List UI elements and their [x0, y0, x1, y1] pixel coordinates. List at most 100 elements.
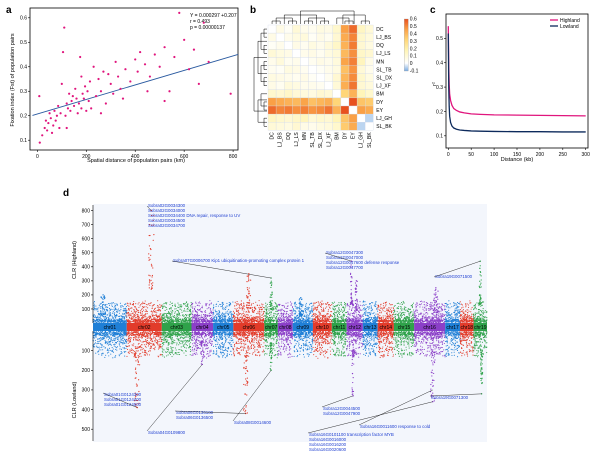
snp-point-highland: [221, 320, 223, 322]
snp-point-lowland: [139, 333, 141, 335]
heatmap-cell: [300, 73, 309, 82]
snp-point-lowland: [163, 334, 165, 336]
snp-point-lowland: [193, 336, 195, 338]
snp-point-lowland: [96, 345, 98, 347]
snp-point-lowland: [158, 338, 160, 340]
snp-point-highland: [154, 317, 156, 319]
data-point: [43, 126, 46, 130]
heatmap-cell: [324, 122, 333, 131]
snp-point-highland: [114, 312, 116, 314]
snp-point-highland: [138, 311, 140, 313]
snp-point-highland: [116, 320, 118, 322]
heatmap-cell: [316, 113, 325, 123]
snp-point-lowland: [119, 348, 121, 350]
snp-point-highland: [138, 306, 140, 308]
snp-point-highland: [197, 314, 199, 316]
heatmap-col-label: SL_TB: [310, 132, 316, 148]
data-point: [148, 75, 152, 78]
snp-point-highland: [93, 304, 95, 306]
snp-point-lowland: [220, 349, 222, 351]
snp-point-highland: [142, 309, 145, 311]
snp-point-lowland: [251, 332, 253, 335]
snp-point-highland: [125, 308, 127, 310]
snp-point-highland: [120, 305, 122, 307]
snp-point-lowland: [197, 343, 199, 345]
snp-point-lowland: [199, 343, 201, 346]
heatmap-cell: [275, 57, 285, 66]
snp-point-lowland: [132, 350, 134, 352]
snp-point-highland: [187, 306, 189, 308]
snp-point-highland: [230, 317, 232, 319]
panel-d-ylabel-bottom: CLR (Lowland): [72, 381, 78, 418]
snp-point-lowland: [123, 342, 125, 344]
snp-point-highland: [230, 311, 232, 313]
snp-point-highland: [239, 321, 241, 323]
snp-point-highland: [108, 310, 110, 312]
snp-point-lowland: [182, 337, 184, 339]
snp-point-highland: [203, 318, 205, 320]
snp-point-highland: [121, 305, 123, 307]
snp-point-highland: [250, 318, 253, 320]
data-point: [41, 134, 44, 137]
snp-point-lowland: [217, 355, 219, 357]
snp-point-lowland: [222, 356, 224, 358]
snp-point-lowland: [174, 334, 177, 336]
heatmap-cell: [332, 32, 342, 42]
snp-point-lowland: [163, 337, 165, 339]
snp-point-highland: [260, 311, 262, 313]
snp-point-highland: [209, 311, 211, 313]
snp-point-lowland: [260, 339, 262, 342]
snp-point-highland: [211, 312, 213, 314]
snp-point-lowland: [191, 350, 193, 352]
data-point: [65, 126, 68, 130]
snp-point-highland: [243, 315, 245, 317]
data-point: [173, 55, 176, 59]
snp-point-lowland: [201, 355, 203, 357]
snp-point-highland: [181, 311, 183, 313]
heatmap-cell: [340, 32, 350, 42]
snp-point-lowland: [240, 340, 242, 342]
snp-point-lowland: [168, 335, 170, 337]
snp-point-lowland: [223, 349, 225, 351]
snp-point-lowland: [137, 337, 139, 339]
snp-point-lowland: [163, 356, 165, 358]
snp-point-lowland: [224, 337, 227, 339]
snp-point-lowland: [154, 336, 156, 338]
snp-point-lowland: [154, 341, 156, 343]
snp-point-lowland: [114, 339, 116, 341]
snp-point-lowland: [227, 341, 229, 343]
snp-point-highland: [189, 305, 191, 307]
snp-point-highland: [247, 310, 249, 312]
heatmap-row-label: DC: [376, 27, 384, 33]
snp-point-lowland: [93, 336, 95, 338]
snp-point-lowland: [115, 347, 118, 349]
snp-point-highland: [137, 319, 139, 321]
snp-point-highland: [259, 318, 261, 320]
snp-point-lowland: [110, 339, 112, 341]
heatmap-cell: [365, 113, 374, 123]
snp-point-lowland: [135, 334, 137, 336]
heatmap-cell: [300, 81, 309, 90]
snp-point-lowland: [195, 344, 197, 346]
snp-point-highland: [191, 303, 193, 305]
snp-point-lowland: [245, 350, 247, 352]
snp-point-highland: [125, 306, 127, 308]
snp-point-lowland: [245, 338, 248, 340]
snp-point-lowland: [161, 334, 163, 336]
snp-point-lowland: [205, 340, 207, 342]
snp-point-highland: [172, 315, 174, 317]
snp-point-lowland: [225, 349, 227, 351]
snp-point-highland: [154, 311, 156, 313]
snp-point-highland: [108, 312, 110, 314]
snp-point-lowland: [126, 348, 129, 351]
snp-point-lowland: [212, 345, 215, 347]
snp-point-lowland: [112, 341, 114, 343]
snp-point-highland: [110, 308, 112, 310]
snp-point-lowland: [166, 340, 168, 342]
snp-point-highland: [255, 317, 257, 319]
snp-point-lowland: [198, 332, 200, 334]
heatmap-cell: [292, 65, 301, 74]
snp-point-highland: [235, 313, 238, 315]
snp-point-highland: [208, 315, 210, 317]
snp-point-lowland: [97, 332, 99, 335]
